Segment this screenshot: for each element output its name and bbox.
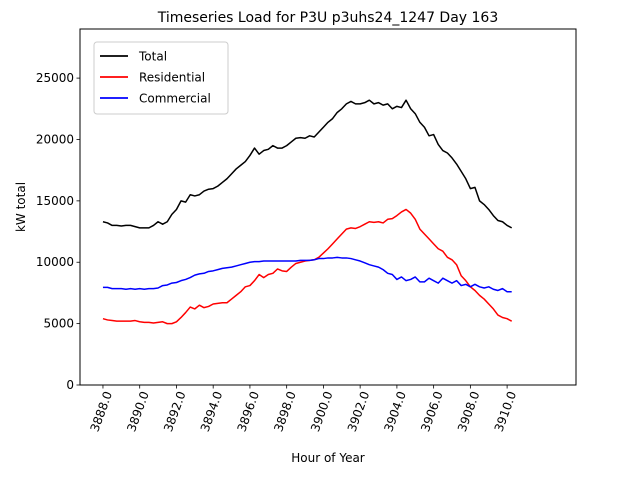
y-tick-label: 15000 [36, 194, 74, 208]
series-lines [102, 99, 513, 325]
legend-label: Total [138, 50, 167, 64]
y-tick-label: 20000 [36, 132, 74, 146]
plot-frame [79, 28, 577, 386]
y-tick-label: 10000 [36, 255, 74, 269]
series-line-commercial [102, 256, 512, 293]
x-axis-label: Hour of Year [291, 451, 365, 465]
y-axis-label: kW total [14, 182, 28, 232]
chart-title: Timeseries Load for P3U p3uhs24_1247 Day… [157, 10, 499, 26]
legend-box [93, 41, 229, 115]
y-tick-label: 5000 [43, 317, 74, 331]
legend-label: Commercial [139, 92, 211, 106]
series-line-total [102, 99, 513, 229]
y-tick-label: 0 [66, 378, 74, 392]
y-tick-label: 25000 [36, 71, 74, 85]
y-axis-ticks: 0 5000 10000 15000 20000 25000 [36, 71, 80, 392]
legend-label: Residential [139, 71, 205, 85]
legend: Total Residential Commercial [93, 41, 229, 115]
